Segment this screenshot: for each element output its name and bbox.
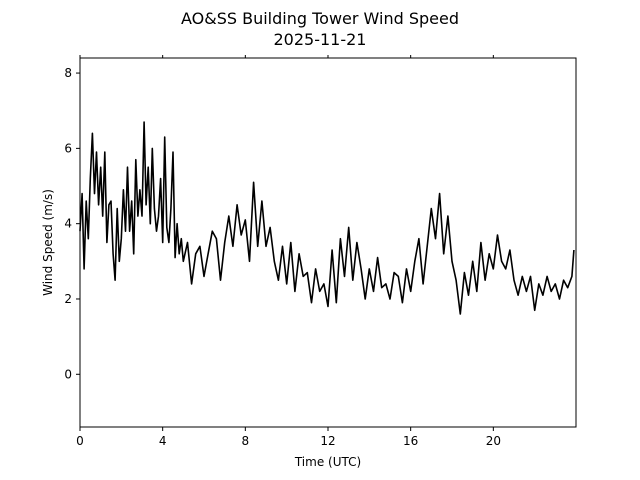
y-tick-label: 4 <box>64 217 72 231</box>
y-tick-label: 2 <box>64 292 72 306</box>
y-tick-label: 6 <box>64 141 72 155</box>
y-tick-label: 0 <box>64 367 72 381</box>
x-tick-label: 8 <box>242 434 250 448</box>
x-tick-label: 0 <box>76 434 84 448</box>
y-axis-label: Wind Speed (m/s) <box>41 189 55 296</box>
x-tick-label: 20 <box>486 434 501 448</box>
wind-speed-line <box>79 121 575 315</box>
x-tick-label: 16 <box>403 434 418 448</box>
x-axis-label: Time (UTC) <box>294 455 361 469</box>
x-tick-label: 4 <box>159 434 167 448</box>
chart-subtitle: 2025-11-21 <box>274 30 367 49</box>
chart-title: AO&SS Building Tower Wind Speed <box>181 9 459 28</box>
plot-frame <box>79 57 577 428</box>
x-tick-label: 12 <box>320 434 335 448</box>
y-tick-label: 8 <box>64 66 72 80</box>
